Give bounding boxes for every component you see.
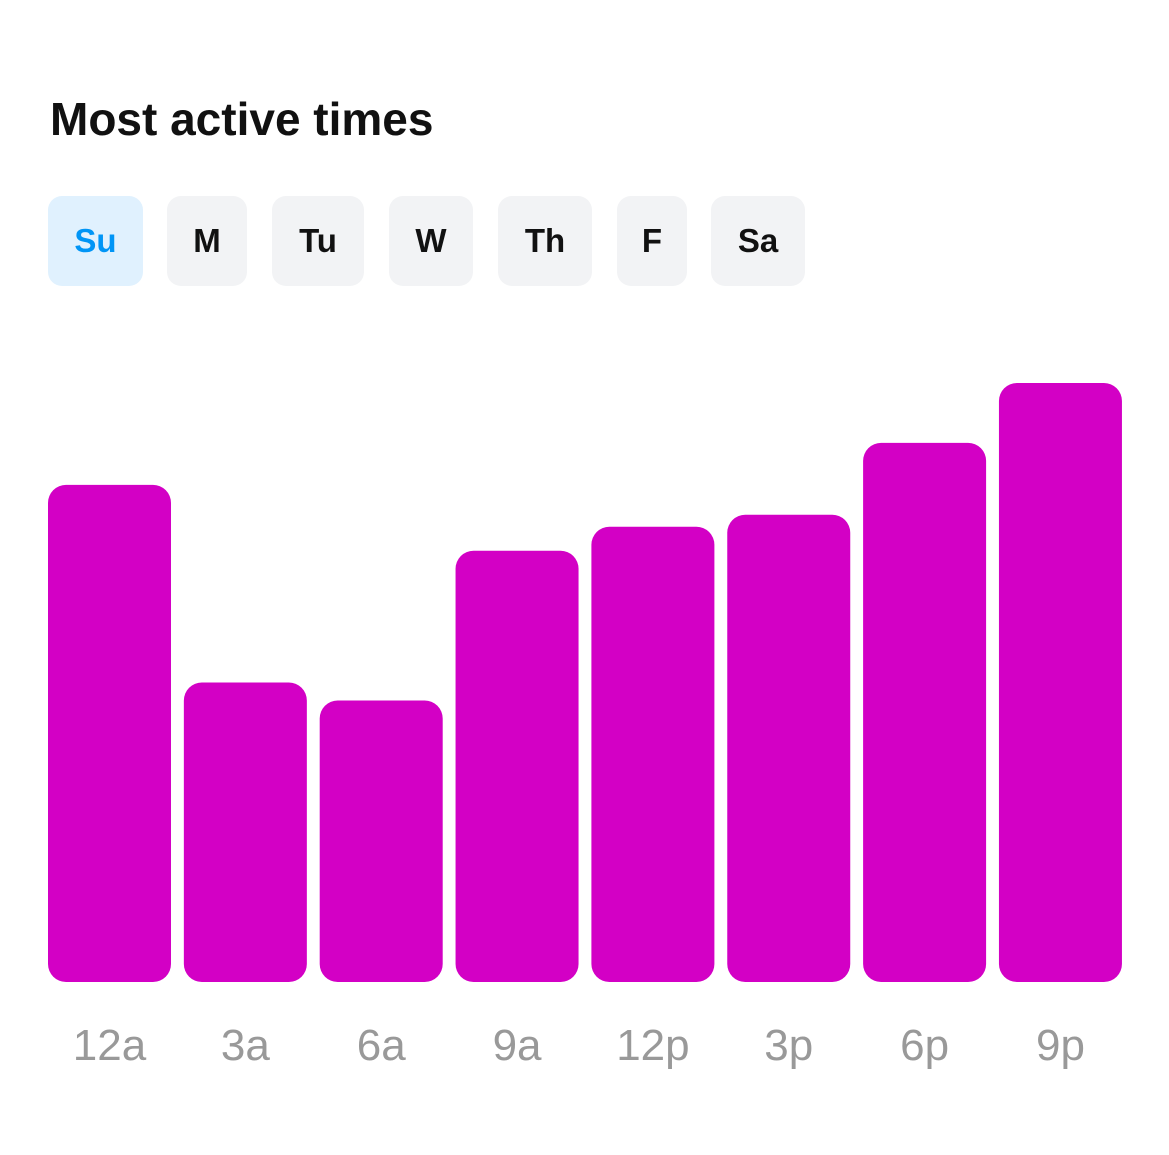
bar-6p: [863, 442, 987, 982]
bar-3p: [727, 514, 851, 982]
day-tab-tuesday[interactable]: Tu: [272, 196, 364, 286]
day-tab-saturday[interactable]: Sa: [711, 196, 805, 286]
x-tick-label: 12p: [616, 1021, 689, 1070]
bar-9a: [455, 550, 579, 982]
day-tab-wednesday[interactable]: W: [389, 196, 473, 286]
x-tick-label: 6a: [357, 1021, 406, 1070]
day-tab-thursday[interactable]: Th: [498, 196, 592, 286]
page-title: Most active times: [50, 93, 434, 145]
bar-6a: [319, 700, 443, 982]
day-tab-sunday[interactable]: Su: [48, 196, 143, 286]
x-tick-label: 6p: [900, 1021, 949, 1070]
x-tick-label: 3p: [764, 1021, 813, 1070]
x-tick-label: 3a: [221, 1021, 270, 1070]
bar-12a: [48, 484, 171, 982]
bar-3a: [183, 682, 307, 982]
x-tick-label: 12a: [73, 1021, 147, 1070]
day-tab-monday[interactable]: M: [167, 196, 247, 286]
bar-12p: [591, 526, 715, 982]
bar-9p: [998, 383, 1122, 982]
day-tab-friday[interactable]: F: [617, 196, 687, 286]
x-tick-label: 9p: [1036, 1021, 1085, 1070]
x-tick-label: 9a: [493, 1021, 542, 1070]
